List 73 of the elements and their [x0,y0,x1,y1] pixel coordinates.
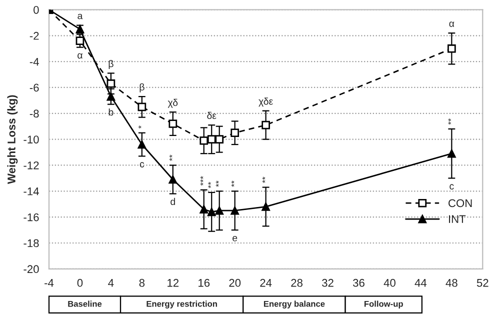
point [138,140,146,149]
y-tick-label: -18 [24,239,39,248]
annotation: c [140,162,144,168]
annotation: χδ [168,98,178,108]
x-tick-label: 12 [168,278,179,287]
x-tick-label: 20 [229,278,241,287]
x-tick-label: 4 [108,279,114,287]
x-tick-label: 8 [139,278,145,287]
x-tick-label: 0 [77,278,83,287]
x-tick-label: 52 [476,278,488,287]
legend-label: CON [448,199,472,208]
annotation: δε [207,112,216,119]
y-tick-label: -4 [30,58,39,66]
text: Follow-up [364,300,403,308]
point [207,208,216,216]
y-tick-label: -2 [30,32,39,40]
annotation: *** [200,176,204,186]
annotation: χδε [258,98,273,107]
annotation: ** [169,154,172,161]
point [448,149,456,158]
point [168,120,178,128]
text: Energy restriction [146,300,217,308]
annotation: ** [448,118,452,125]
point [262,202,270,211]
text: Energy balance [264,300,325,308]
x-tick-label: -4 [44,279,54,287]
annotation: ** [216,180,219,187]
x-tick-label: 36 [352,278,364,287]
y-tick-label: -8 [30,110,39,118]
annotation: * [138,126,142,129]
y-tick-label: -16 [24,213,39,222]
annotation: α [449,22,454,27]
annotation: ** [208,182,211,188]
annotation: c [450,184,454,190]
annotation: ** [262,176,266,183]
point [207,135,216,144]
point [262,120,270,130]
point [138,102,146,112]
x-tick-label: 24 [260,278,272,287]
point [215,206,224,215]
point [76,36,84,45]
annotation: d [170,198,175,206]
y-tick-label: 0 [34,6,39,14]
x-tick-label: 40 [384,278,396,287]
point [200,205,208,214]
y-axis-title: Weight Loss (kg) [7,95,18,184]
point [106,92,116,101]
y-tick-label: -10 [24,136,39,144]
annotation: β [140,83,144,92]
x-tick-label: 32 [322,278,334,287]
x-tick-label: 28 [291,278,302,287]
x-tick-label: 44 [414,279,427,287]
y-tick-label: -6 [30,84,39,92]
point [230,206,240,215]
text: Baseline [68,300,102,307]
legend-label: INT [448,215,466,223]
point [448,44,456,53]
point [168,175,178,184]
x-tick-label: 48 [446,278,458,287]
y-tick-label: -14 [24,188,39,196]
annotation: ** [231,180,234,187]
point [106,79,116,88]
point [230,128,240,138]
point [200,136,208,145]
annotation: α [78,53,83,59]
y-tick-label: -12 [24,162,39,170]
annotation: a [78,14,83,20]
annotation: b [108,108,114,116]
point [215,135,224,144]
annotation: β [108,60,114,70]
annotation: e [232,236,238,242]
x-tick-label: 16 [198,278,210,287]
y-tick-label: -20 [24,265,39,274]
